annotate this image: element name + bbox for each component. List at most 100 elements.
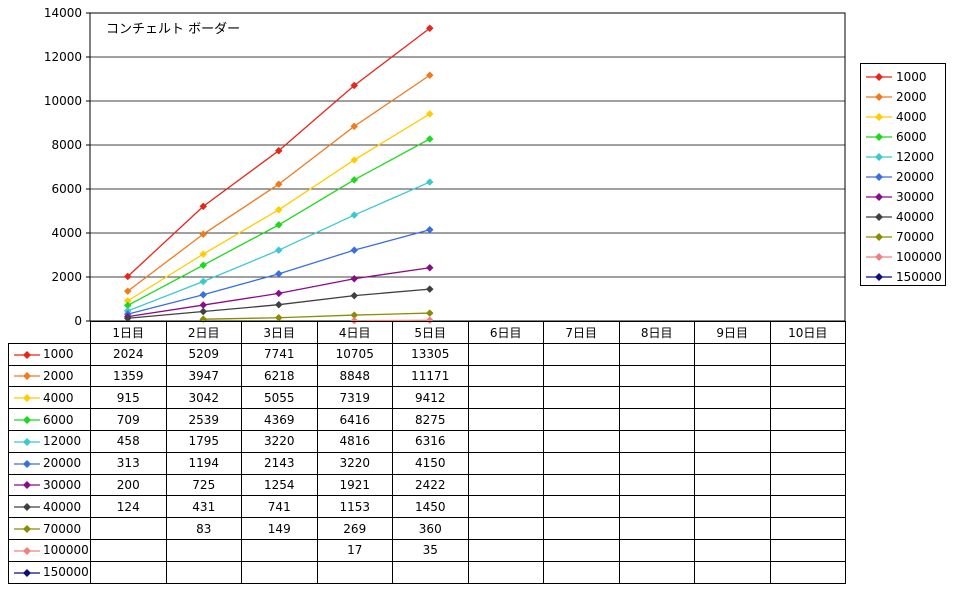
table-cell: 915	[90, 386, 167, 410]
table-cell	[467, 495, 544, 519]
legend-swatch	[866, 273, 892, 281]
legend-swatch	[866, 153, 892, 161]
category-header: 3日目	[241, 321, 318, 344]
gridlines	[90, 56, 845, 278]
table-cell	[467, 517, 544, 540]
legend-swatch	[866, 133, 892, 141]
table-cell: 7319	[316, 386, 393, 410]
data-point-4000	[350, 156, 359, 164]
category-header: 8日目	[618, 321, 695, 344]
table-cell: 1921	[316, 473, 393, 497]
y-tick-label: 8000	[51, 138, 82, 152]
data-table: 1日目 2日目 3日目 4日目 5日目 6日目 7日目 8日目 9日目 10日目 1000 2024…	[8, 321, 846, 584]
table-cell	[241, 560, 318, 584]
table-cell: 149	[241, 517, 318, 540]
y-tick-label: 6000	[51, 182, 82, 196]
legend-item-1000: 1000	[864, 68, 927, 86]
y-tick-label: 2000	[51, 270, 82, 284]
data-point-20000	[425, 225, 434, 234]
table-cell	[543, 364, 620, 388]
row-legend-swatch	[14, 350, 40, 359]
table-cell	[694, 495, 771, 519]
table-cell	[694, 451, 771, 475]
data-point-4000	[274, 205, 283, 214]
legend-swatch	[866, 253, 892, 261]
legend-label: 12000	[896, 150, 935, 164]
row-series-label: 30000	[8, 473, 91, 497]
data-point-30000	[274, 289, 283, 298]
table-cell	[543, 342, 620, 366]
data-point-20000	[199, 290, 208, 299]
table-cell	[90, 538, 167, 562]
table-cell	[467, 451, 544, 475]
row-series-label: 70000	[8, 517, 91, 540]
row-legend-swatch	[14, 525, 40, 534]
table-cell: 7741	[241, 342, 318, 366]
legend-item-40000: 40000	[864, 208, 934, 226]
data-point-6000	[274, 221, 283, 229]
row-legend-swatch	[14, 416, 40, 425]
table-cell: 35	[392, 538, 469, 562]
table-cell	[543, 451, 620, 475]
chart-title: コンチェルト ボーダー	[106, 22, 240, 37]
table-cell	[694, 429, 771, 453]
series-line-70000	[203, 312, 430, 320]
table-cell: 1359	[90, 364, 167, 388]
data-point-12000	[274, 246, 283, 255]
table-cell: 8848	[316, 364, 393, 388]
row-series-label: 12000	[8, 429, 91, 453]
table-row: 30000 200 725 1254 1921 2422	[8, 473, 846, 497]
data-point-1000	[425, 24, 434, 33]
table-cell: 11171	[392, 364, 469, 388]
table-cell: 269	[316, 517, 393, 540]
table-row: 2000 1359 3947 6218 8848 11171	[8, 364, 846, 388]
row-series-label: 100000	[8, 538, 91, 562]
table-row: 100000 17 35	[8, 538, 846, 562]
table-cell	[769, 429, 846, 453]
legend-label: 30000	[896, 190, 935, 204]
table-cell: 124	[90, 495, 167, 519]
table-cell	[241, 538, 318, 562]
legend-swatch	[866, 213, 892, 221]
table-cell	[543, 386, 620, 410]
category-header: 9日目	[694, 321, 771, 344]
table-cell: 5209	[165, 342, 242, 366]
table-cell	[618, 429, 695, 453]
legend-item-150000: 150000	[864, 268, 942, 286]
table-cell	[769, 386, 846, 410]
table-cell	[165, 538, 242, 562]
legend: 1000 2000 4000 6000 12000 20000 30000 40000 7000…	[860, 63, 946, 286]
table-cell	[618, 386, 695, 410]
legend-label: 40000	[896, 210, 935, 224]
table-cell: 6218	[241, 364, 318, 388]
table-cell	[467, 386, 544, 410]
data-point-12000	[350, 211, 359, 219]
row-series-label: 4000	[8, 386, 91, 410]
row-series-label: 150000	[8, 560, 91, 584]
table-cell	[769, 517, 846, 540]
legend-label: 6000	[896, 130, 927, 144]
table-cell	[165, 560, 242, 584]
plot-area-frame	[89, 12, 846, 322]
table-corner	[8, 321, 91, 344]
table-cell: 709	[90, 408, 167, 431]
table-cell	[769, 364, 846, 388]
table-cell: 1795	[165, 429, 242, 453]
data-point-40000	[199, 307, 208, 316]
legend-item-12000: 12000	[864, 148, 934, 166]
category-header: 2日目	[165, 321, 242, 344]
row-legend-swatch	[14, 372, 40, 381]
table-cell: 3947	[165, 364, 242, 388]
table-cell: 1194	[165, 451, 242, 475]
table-cell	[467, 342, 544, 366]
table-cell: 313	[90, 451, 167, 475]
table-cell	[769, 451, 846, 475]
table-cell	[618, 560, 695, 584]
table-cell	[618, 473, 695, 497]
table-cell: 3042	[165, 386, 242, 410]
table-cell	[618, 451, 695, 475]
table-cell: 6316	[392, 429, 469, 453]
category-header: 1日目	[90, 321, 167, 344]
data-point-6000	[199, 261, 208, 269]
table-cell	[543, 538, 620, 562]
